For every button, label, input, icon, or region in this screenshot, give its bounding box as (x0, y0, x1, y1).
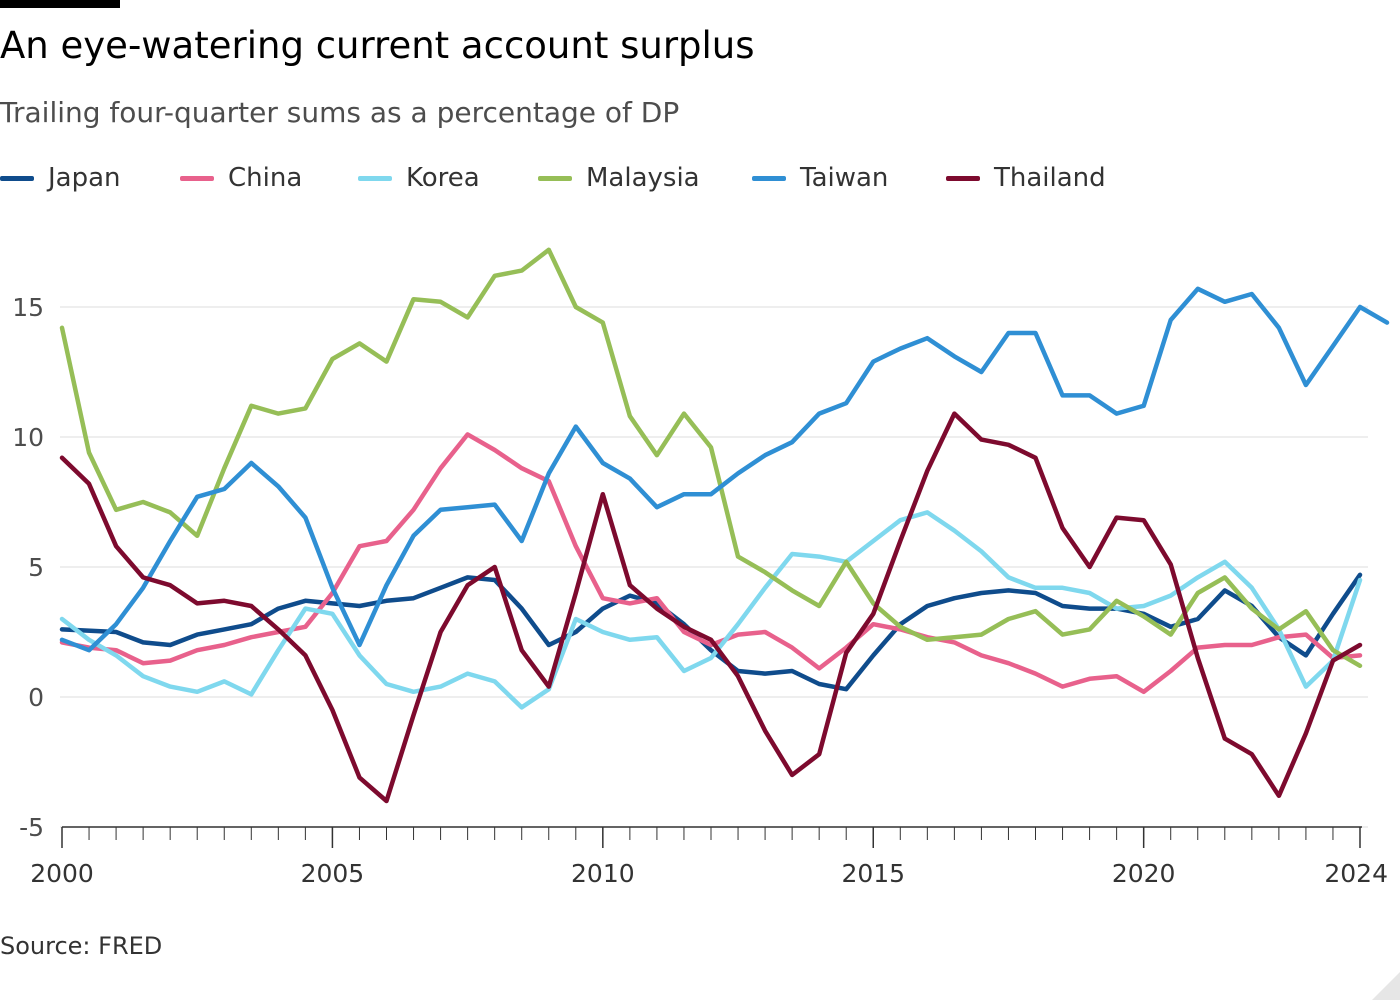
x-tick-label: 2020 (1112, 859, 1176, 888)
legend-item-japan: Japan (0, 158, 121, 198)
legend: Japan China Korea Malaysia Taiwan Thailand (0, 158, 1380, 198)
legend-swatch (180, 175, 214, 181)
series-line-china (59, 432, 1363, 695)
x-tick-label: 2005 (301, 859, 365, 888)
legend-swatch (752, 175, 786, 181)
legend-swatch (0, 175, 34, 181)
x-tick-label: 2010 (571, 859, 635, 888)
legend-label: Thailand (994, 163, 1106, 193)
chart-subtitle: Trailing four-quarter sums as a percenta… (0, 96, 680, 129)
x-tick-label: 2024 (1324, 859, 1388, 888)
y-tick-label: 15 (12, 293, 44, 322)
legend-label: Taiwan (800, 163, 889, 193)
line-chart: -5 0 5 10 15 2000 2005 2010 2015 2020 2024 (12, 247, 1390, 888)
y-tick-label: -5 (19, 813, 44, 842)
y-tick-label: 10 (12, 423, 44, 452)
y-tick-label: 0 (28, 683, 44, 712)
legend-item-china: China (180, 158, 302, 198)
legend-item-malaysia: Malaysia (538, 158, 700, 198)
legend-label: Malaysia (586, 163, 700, 193)
legend-item-taiwan: Taiwan (752, 158, 888, 198)
series-line-malaysia (59, 247, 1363, 669)
series-line-korea (59, 510, 1363, 710)
legend-swatch (946, 175, 980, 181)
legend-label: Japan (48, 163, 121, 193)
legend-label: China (228, 163, 303, 193)
legend-swatch (358, 175, 392, 181)
legend-item-korea: Korea (358, 158, 480, 198)
series-line-taiwan (59, 286, 1390, 653)
brand-bar (0, 0, 120, 8)
legend-swatch (538, 175, 572, 181)
y-tick-label: 5 (28, 553, 44, 582)
legend-label: Korea (406, 163, 480, 193)
x-tick-label: 2015 (841, 859, 905, 888)
chart-title: An eye-watering current account surplus (0, 24, 755, 67)
legend-item-thailand: Thailand (946, 158, 1106, 198)
corner-fold (1372, 972, 1400, 1000)
x-tick-label: 2000 (30, 859, 94, 888)
source-note: Source: FRED (0, 932, 163, 960)
series-line-thailand (59, 411, 1363, 804)
